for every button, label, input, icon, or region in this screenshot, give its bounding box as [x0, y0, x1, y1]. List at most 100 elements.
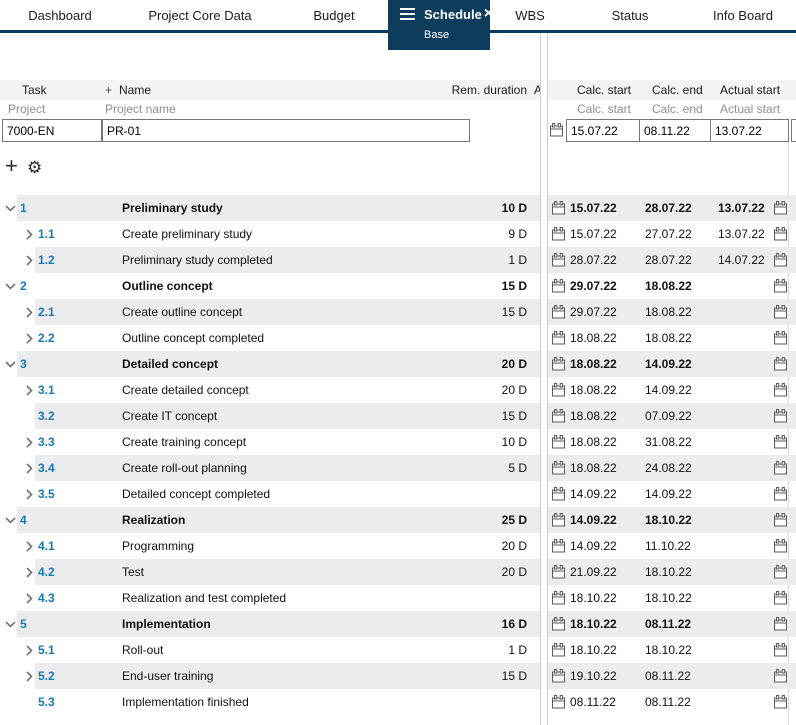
chevron-right-icon[interactable]	[24, 463, 35, 477]
task-row-dates[interactable]: 18.08.22 31.08.22	[548, 429, 796, 455]
panel-divider[interactable]	[540, 33, 541, 725]
calendar-icon[interactable]	[552, 643, 565, 660]
task-row-dates[interactable]: 18.08.22 07.09.22	[548, 403, 796, 429]
add-column-icon[interactable]: +	[105, 83, 113, 97]
chevron-down-icon[interactable]	[5, 619, 16, 633]
tab-project-core-data[interactable]: Project Core Data	[148, 7, 252, 23]
task-row-dates[interactable]: 18.10.22 18.10.22	[548, 637, 796, 663]
task-row[interactable]: 5.3 Implementation finished	[0, 689, 540, 715]
chevron-down-icon[interactable]	[5, 281, 16, 295]
calendar-icon[interactable]	[774, 409, 787, 426]
task-row-dates[interactable]: 15.07.22 28.07.22 13.07.22	[548, 195, 796, 221]
chevron-right-icon[interactable]	[24, 567, 35, 581]
calendar-icon[interactable]	[774, 643, 787, 660]
add-task-button[interactable]: +	[5, 153, 18, 178]
calendar-icon[interactable]	[552, 591, 565, 608]
tab-info-board[interactable]: Info Board	[713, 7, 773, 23]
chevron-right-icon[interactable]	[24, 385, 35, 399]
calendar-icon[interactable]	[552, 461, 565, 478]
calendar-icon[interactable]	[552, 305, 565, 322]
chevron-right-icon[interactable]	[24, 307, 35, 321]
calendar-icon[interactable]	[774, 487, 787, 504]
calendar-icon[interactable]	[774, 461, 787, 478]
chevron-right-icon[interactable]	[24, 541, 35, 555]
task-row[interactable]: 1.2 Preliminary study completed 1 D	[0, 247, 540, 273]
task-row[interactable]: 3.1 Create detailed concept 20 D	[0, 377, 540, 403]
task-row-dates[interactable]: 08.11.22 08.11.22	[548, 689, 796, 715]
calendar-icon[interactable]	[552, 487, 565, 504]
calendar-icon[interactable]	[774, 305, 787, 322]
column-header-actual-start[interactable]: Actual start	[720, 83, 781, 97]
task-row[interactable]: 4 Realization 25 D	[0, 507, 540, 533]
task-row[interactable]: 5.2 End-user training 15 D	[0, 663, 540, 689]
calendar-icon[interactable]	[774, 383, 787, 400]
task-row-dates[interactable]: 18.08.22 14.09.22	[548, 351, 796, 377]
task-row-dates[interactable]: 29.07.22 18.08.22	[548, 299, 796, 325]
calendar-icon[interactable]	[552, 617, 565, 634]
task-row-dates[interactable]: 18.08.22 14.09.22	[548, 377, 796, 403]
tab-wbs[interactable]: WBS	[515, 7, 545, 23]
calendar-icon[interactable]	[774, 565, 787, 582]
calendar-icon[interactable]	[552, 357, 565, 374]
tab-schedule[interactable]: Schedule × Base	[388, 0, 493, 50]
column-header-calc-end[interactable]: Calc. end	[652, 83, 703, 97]
chevron-right-icon[interactable]	[24, 593, 35, 607]
chevron-down-icon[interactable]	[5, 203, 16, 217]
settings-gear-icon[interactable]: ⚙	[27, 158, 43, 177]
task-row[interactable]: 4.2 Test 20 D	[0, 559, 540, 585]
tab-budget[interactable]: Budget	[313, 7, 355, 23]
calendar-icon[interactable]	[774, 539, 787, 556]
column-header-name[interactable]: Name	[119, 83, 152, 97]
task-row[interactable]: 3 Detailed concept 20 D	[0, 351, 540, 377]
task-row-dates[interactable]: 15.07.22 27.07.22 13.07.22	[548, 221, 796, 247]
calendar-icon[interactable]	[552, 227, 565, 244]
calendar-icon[interactable]	[552, 435, 565, 452]
calendar-icon[interactable]	[774, 201, 787, 218]
calendar-icon[interactable]	[774, 617, 787, 634]
calendar-icon[interactable]	[550, 123, 563, 142]
calendar-icon[interactable]	[774, 357, 787, 374]
calendar-icon[interactable]	[552, 331, 565, 348]
task-row-dates[interactable]: 21.09.22 18.10.22	[548, 559, 796, 585]
panel-divider[interactable]	[547, 33, 548, 725]
task-row[interactable]: 3.4 Create roll-out planning 5 D	[0, 455, 540, 481]
calendar-icon[interactable]	[552, 253, 565, 270]
task-row-dates[interactable]: 29.07.22 18.08.22	[548, 273, 796, 299]
task-row[interactable]: 2 Outline concept 15 D	[0, 273, 540, 299]
calendar-icon[interactable]	[774, 331, 787, 348]
chevron-right-icon[interactable]	[24, 333, 35, 347]
task-row-dates[interactable]: 14.09.22 18.10.22	[548, 507, 796, 533]
task-row[interactable]: 2.2 Outline concept completed	[0, 325, 540, 351]
calendar-icon[interactable]	[774, 695, 787, 712]
chevron-right-icon[interactable]	[24, 255, 35, 269]
calendar-icon[interactable]	[774, 591, 787, 608]
calendar-icon[interactable]	[552, 695, 565, 712]
task-row[interactable]: 3.2 Create IT concept 15 D	[0, 403, 540, 429]
task-row[interactable]: 1 Preliminary study 10 D	[0, 195, 540, 221]
task-row[interactable]: 3.3 Create training concept 10 D	[0, 429, 540, 455]
chevron-down-icon[interactable]	[5, 515, 16, 529]
task-row[interactable]: 3.5 Detailed concept completed	[0, 481, 540, 507]
project-calc-end-input[interactable]	[639, 119, 711, 142]
task-row-dates[interactable]: 18.08.22 18.08.22	[548, 325, 796, 351]
calendar-icon[interactable]	[552, 201, 565, 218]
task-row[interactable]: 1.1 Create preliminary study 9 D	[0, 221, 540, 247]
tab-dashboard[interactable]: Dashboard	[28, 7, 92, 23]
project-name-input[interactable]	[102, 119, 470, 142]
calendar-icon[interactable]	[552, 565, 565, 582]
chevron-right-icon[interactable]	[24, 229, 35, 243]
task-row-dates[interactable]: 14.09.22 14.09.22	[548, 481, 796, 507]
task-row[interactable]: 4.3 Realization and test completed	[0, 585, 540, 611]
calendar-icon[interactable]	[774, 435, 787, 452]
task-row[interactable]: 2.1 Create outline concept 15 D	[0, 299, 540, 325]
column-header-rem-duration[interactable]: Rem. duration	[451, 83, 527, 97]
calendar-icon[interactable]	[552, 383, 565, 400]
calendar-icon[interactable]	[552, 409, 565, 426]
task-row-dates[interactable]: 19.10.22 08.11.22	[548, 663, 796, 689]
project-cut-input[interactable]	[791, 119, 796, 142]
calendar-icon[interactable]	[774, 227, 787, 244]
chevron-right-icon[interactable]	[24, 671, 35, 685]
task-row[interactable]: 4.1 Programming 20 D	[0, 533, 540, 559]
calendar-icon[interactable]	[552, 669, 565, 686]
calendar-icon[interactable]	[774, 513, 787, 530]
